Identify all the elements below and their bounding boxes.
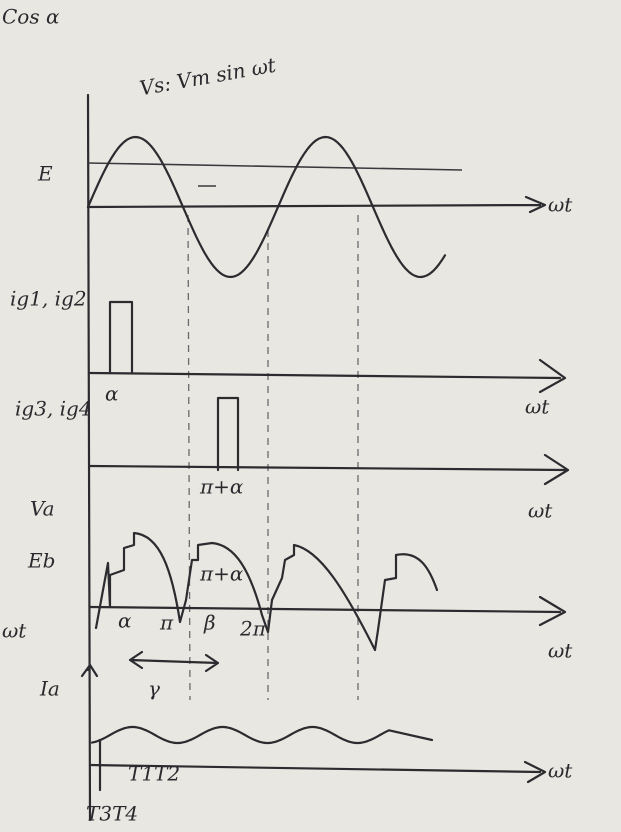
two-pi: 2π <box>239 617 267 641</box>
e-label: E <box>37 162 53 186</box>
gamma: γ <box>148 677 160 701</box>
e-level <box>88 163 462 170</box>
beta: β <box>203 611 216 635</box>
axis-label: ωt <box>528 499 553 523</box>
thyristors: T1T2 <box>128 762 180 786</box>
alpha: α <box>105 382 119 406</box>
axis-label: ωt <box>548 639 573 663</box>
ia-label: Ia <box>39 677 60 701</box>
axis-label: ωt <box>525 395 550 419</box>
equation: Vs: Vm sin ωt <box>138 53 279 101</box>
alpha: α <box>118 609 132 633</box>
pi-alpha: π+α <box>199 475 244 499</box>
gate2-pulse <box>218 398 238 470</box>
thyristors: T3T4 <box>86 802 138 826</box>
va-label: Va <box>30 497 55 521</box>
gamma-arrow <box>130 652 218 671</box>
left-axis-label: ωt <box>2 619 27 643</box>
pi-alpha: π+α <box>199 562 244 586</box>
supply-axis <box>88 197 545 212</box>
axis-label: ωt <box>548 193 573 217</box>
gate1-pulse <box>110 302 132 372</box>
gate1-axis <box>90 360 565 392</box>
axis-label: ωt <box>548 759 573 783</box>
gate2-label: ig3, ig4 <box>15 397 92 421</box>
voltage-wave <box>96 533 437 650</box>
eb-label: Eb <box>27 549 55 573</box>
gate1-label: ig1, ig2 <box>10 287 87 311</box>
pi: π <box>159 611 174 635</box>
gate2-axis <box>90 455 568 484</box>
header: Cos α <box>2 5 60 29</box>
current-wave <box>92 727 432 743</box>
diagram: Cos α Vs: Vm sin ωt E ωt ig1, ig2 α ωt i… <box>0 0 621 832</box>
